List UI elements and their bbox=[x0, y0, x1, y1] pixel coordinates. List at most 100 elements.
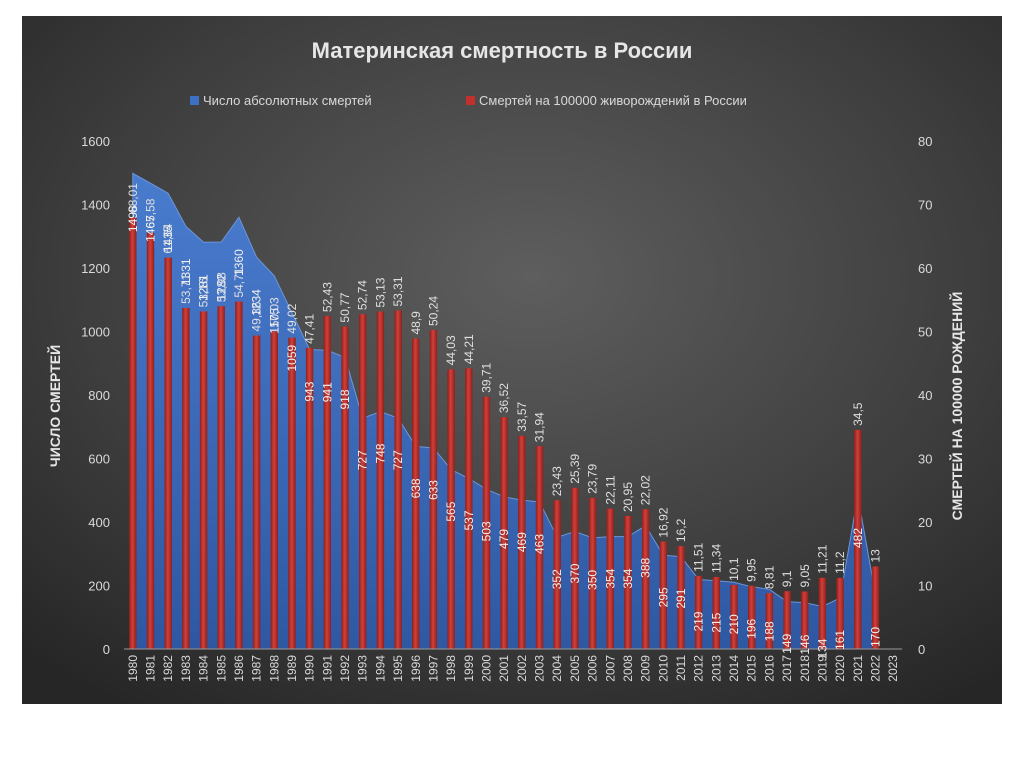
bar-label-2006: 23,79 bbox=[586, 464, 600, 494]
bar-1996 bbox=[412, 338, 420, 649]
area-label-2015: 196 bbox=[745, 618, 759, 638]
left-tick-400: 400 bbox=[88, 515, 110, 530]
bar-1986 bbox=[235, 301, 243, 649]
bar-1994 bbox=[376, 311, 385, 649]
bar-1983 bbox=[182, 307, 190, 649]
area-label-2019: 134 bbox=[815, 638, 829, 658]
bar-label-2012: 11,51 bbox=[692, 542, 706, 571]
x-tick-1981: 1981 bbox=[144, 655, 158, 682]
x-tick-2023: 2023 bbox=[886, 655, 900, 682]
bar-1985 bbox=[217, 306, 225, 649]
bar-label-2000: 39,71 bbox=[480, 362, 494, 392]
bar-2018 bbox=[801, 591, 809, 649]
bar-label-2022: 13 bbox=[869, 549, 883, 563]
right-tick-60: 60 bbox=[918, 261, 932, 276]
bar-2014 bbox=[730, 584, 738, 649]
bar-label-2018: 9,05 bbox=[798, 564, 812, 588]
bar-label-2017: 9,1 bbox=[780, 570, 794, 587]
bar-2004 bbox=[553, 500, 561, 649]
right-tick-0: 0 bbox=[918, 642, 925, 657]
bar-label-2013: 11,34 bbox=[709, 544, 723, 573]
area-label-2016: 188 bbox=[762, 621, 776, 641]
x-tick-1980: 1980 bbox=[126, 655, 140, 682]
area-label-1999: 537 bbox=[462, 510, 476, 530]
x-tick-2017: 2017 bbox=[780, 655, 794, 682]
x-tick-2015: 2015 bbox=[745, 655, 759, 682]
bar-2005 bbox=[571, 487, 579, 649]
bar-1992 bbox=[341, 326, 349, 649]
area-label-2007: 354 bbox=[603, 568, 617, 588]
legend-swatch-area bbox=[190, 96, 199, 105]
area-label-2004: 352 bbox=[550, 569, 564, 589]
bar-1997 bbox=[429, 330, 438, 649]
bar-label-1991: 52,43 bbox=[320, 282, 334, 312]
x-tick-2018: 2018 bbox=[798, 655, 812, 682]
area-label-1987: 1234 bbox=[250, 289, 264, 316]
x-tick-2006: 2006 bbox=[586, 655, 600, 682]
area-label-2012: 219 bbox=[692, 611, 706, 631]
bar-label-2014: 10,1 bbox=[727, 557, 741, 581]
area-label-1997: 633 bbox=[426, 480, 440, 500]
x-tick-1984: 1984 bbox=[197, 655, 211, 682]
area-label-2003: 463 bbox=[533, 534, 547, 554]
left-tick-1400: 1400 bbox=[81, 198, 110, 213]
bar-label-1989: 49,02 bbox=[285, 303, 299, 333]
bar-1998 bbox=[447, 369, 455, 649]
area-label-2009: 388 bbox=[639, 557, 653, 577]
left-tick-1200: 1200 bbox=[81, 261, 110, 276]
bar-2006 bbox=[588, 497, 597, 649]
area-label-2014: 210 bbox=[727, 614, 741, 634]
bar-label-1988: 50,03 bbox=[267, 297, 281, 327]
legend-swatch-bar bbox=[466, 96, 475, 105]
bar-label-1998: 44,03 bbox=[444, 335, 458, 365]
area-label-2000: 503 bbox=[480, 521, 494, 541]
bar-label-2015: 9,95 bbox=[745, 558, 759, 582]
x-tick-1992: 1992 bbox=[338, 655, 352, 682]
bar-2010 bbox=[659, 541, 667, 649]
area-label-1995: 727 bbox=[391, 450, 405, 470]
bar-label-2009: 22,02 bbox=[639, 475, 653, 505]
bar-2016 bbox=[765, 593, 774, 649]
area-label-2011: 291 bbox=[674, 588, 688, 608]
area-label-2010: 295 bbox=[656, 587, 670, 607]
x-tick-1990: 1990 bbox=[303, 655, 317, 682]
area-label-2013: 215 bbox=[709, 612, 723, 632]
left-tick-200: 200 bbox=[88, 579, 110, 594]
legend-label-area: Число абсолютных смертей bbox=[203, 93, 372, 108]
bar-2003 bbox=[535, 446, 544, 649]
bar-label-2010: 16,92 bbox=[656, 507, 670, 537]
area-series-deaths bbox=[132, 172, 877, 650]
right-tick-10: 10 bbox=[918, 579, 932, 594]
bar-2000 bbox=[482, 396, 491, 649]
x-tick-2003: 2003 bbox=[533, 655, 547, 682]
bar-2022 bbox=[871, 566, 880, 649]
bar-label-1983: 53,71 bbox=[179, 274, 193, 304]
bar-label-2003: 31,94 bbox=[533, 412, 547, 442]
bar-label-1984: 53,16 bbox=[197, 277, 211, 307]
plot-area: 0 200 400 600 800 1000 1200 1400 1600 0 10 20 30 40 50… bbox=[81, 134, 932, 682]
bar-2017 bbox=[783, 591, 791, 649]
bar-2009 bbox=[641, 509, 650, 649]
area-label-1992: 918 bbox=[338, 389, 352, 409]
bar-label-2001: 36,52 bbox=[497, 383, 511, 413]
bar-1981 bbox=[146, 232, 155, 649]
x-tick-2000: 2000 bbox=[480, 655, 494, 682]
x-tick-1983: 1983 bbox=[179, 655, 193, 682]
x-tick-1993: 1993 bbox=[356, 655, 370, 682]
area-label-1981: 1467 bbox=[144, 215, 158, 242]
bar-2021 bbox=[854, 429, 862, 649]
x-tick-2001: 2001 bbox=[497, 655, 511, 682]
bar-2007 bbox=[606, 508, 614, 649]
right-tick-20: 20 bbox=[918, 515, 932, 530]
right-axis-title: СМЕРТЕЙ НА 100000 РОЖДЕНИЙ bbox=[948, 292, 965, 521]
bar-2012 bbox=[694, 575, 703, 649]
bar-label-1986: 54,71 bbox=[232, 267, 246, 297]
left-tick-0: 0 bbox=[103, 642, 110, 657]
bar-label-2008: 20,95 bbox=[621, 482, 635, 512]
chart-svg: Материнская смертность в России Число аб… bbox=[22, 16, 1002, 704]
left-tick-1600: 1600 bbox=[81, 134, 110, 149]
x-tick-1987: 1987 bbox=[250, 655, 264, 682]
area-label-2020: 161 bbox=[833, 630, 847, 650]
x-tick-1997: 1997 bbox=[426, 655, 440, 682]
bar-2020 bbox=[836, 577, 844, 649]
